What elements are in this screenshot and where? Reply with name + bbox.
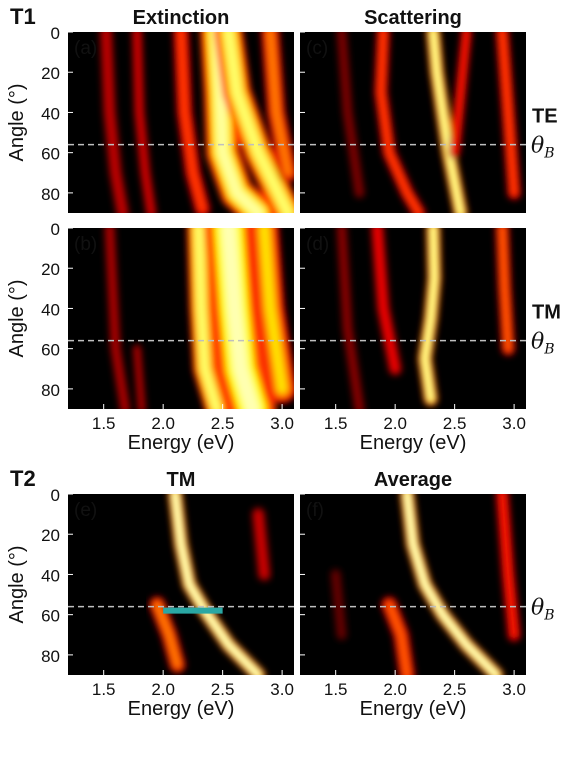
x-tick-label: 3.0 — [502, 414, 526, 433]
resonance-band — [339, 32, 362, 195]
resonance-band — [221, 228, 260, 409]
resonance-band — [107, 228, 127, 409]
panel-tag: (f) — [306, 500, 324, 521]
resonance-band — [378, 32, 422, 213]
x-tick-label: 3.0 — [270, 680, 294, 699]
brewster-label: θB — [531, 330, 555, 358]
y-axis-label: Angle (°) — [6, 83, 28, 161]
resonance-band — [178, 32, 206, 212]
row-label: T2 — [10, 466, 36, 491]
panel-title: Extinction — [133, 7, 230, 29]
x-tick-label: 1.5 — [324, 414, 348, 433]
y-tick-label: 60 — [41, 145, 60, 164]
y-tick-label: 80 — [41, 185, 60, 204]
resonance-band — [499, 494, 517, 638]
x-tick-label: 2.0 — [383, 414, 407, 433]
heatmap-background — [300, 228, 526, 409]
panel-tag: (c) — [306, 38, 328, 59]
resonance-band — [375, 228, 398, 372]
x-tick-label: 3.0 — [502, 680, 526, 699]
resonance-band — [135, 347, 144, 409]
resonance-band — [422, 228, 437, 402]
panel-title: Average — [374, 469, 452, 491]
resonance-band — [224, 32, 293, 213]
panel-tag: (a) — [74, 38, 97, 59]
heatmap-field — [329, 494, 522, 675]
x-tick-label: 1.5 — [324, 680, 348, 699]
y-tick-label: 60 — [41, 341, 60, 360]
heatmap-field — [335, 228, 516, 409]
x-axis-label: Energy (eV) — [360, 432, 467, 454]
y-tick-label: 80 — [41, 647, 60, 666]
resonance-band — [386, 601, 410, 675]
x-tick-label: 3.0 — [270, 414, 294, 433]
resonance-band — [135, 32, 154, 213]
panel-title: TM — [167, 469, 196, 491]
y-tick-label: 0 — [51, 486, 60, 505]
heatmap-field — [103, 228, 294, 409]
panel-title: Scattering — [364, 7, 462, 29]
polarization-label: TE — [532, 106, 558, 128]
resonance-band — [211, 32, 264, 213]
heatmap-field — [335, 32, 522, 213]
x-tick-label: 1.5 — [92, 680, 116, 699]
y-tick-label: 0 — [51, 24, 60, 43]
resonance-band — [499, 228, 511, 351]
y-tick-label: 40 — [41, 300, 60, 319]
resonance-band — [452, 32, 469, 155]
resonance-band — [267, 32, 292, 176]
y-tick-label: 20 — [41, 260, 60, 279]
y-tick-label: 80 — [41, 381, 60, 400]
x-tick-label: 2.5 — [443, 414, 467, 433]
x-axis-label: Energy (eV) — [360, 698, 467, 720]
resonance-band — [430, 32, 463, 213]
y-tick-label: 40 — [41, 566, 60, 585]
resonance-band — [259, 228, 287, 394]
x-axis-label: Energy (eV) — [128, 432, 235, 454]
resonance-band — [154, 601, 181, 668]
y-tick-label: 20 — [41, 64, 60, 83]
polarization-label: TM — [532, 302, 561, 324]
panel-tag: (e) — [74, 500, 97, 521]
x-tick-label: 2.0 — [151, 680, 175, 699]
resonance-band — [256, 511, 267, 577]
resonance-band — [499, 32, 517, 196]
y-tick-label: 0 — [51, 220, 60, 239]
heatmap-field — [98, 32, 294, 213]
heatmap-background — [300, 32, 526, 213]
brewster-label: θB — [531, 596, 555, 624]
x-tick-label: 2.0 — [151, 414, 175, 433]
x-tick-label: 2.5 — [443, 680, 467, 699]
x-tick-label: 2.5 — [211, 680, 235, 699]
resonance-band — [339, 228, 362, 409]
x-tick-label: 2.0 — [383, 680, 407, 699]
resonance-band — [333, 572, 344, 637]
x-tick-label: 2.5 — [211, 414, 235, 433]
resonance-band — [195, 228, 221, 409]
resonance-band — [172, 494, 261, 675]
x-tick-label: 1.5 — [92, 414, 116, 433]
y-axis-label: Angle (°) — [6, 279, 28, 357]
brewster-label: θB — [531, 134, 555, 162]
x-axis-label: Energy (eV) — [128, 698, 235, 720]
y-tick-label: 40 — [41, 104, 60, 123]
y-axis-label: Angle (°) — [6, 545, 28, 623]
panel-tag: (b) — [74, 234, 97, 255]
row-label: T1 — [10, 4, 36, 29]
heatmap-field — [148, 494, 272, 675]
y-tick-label: 60 — [41, 607, 60, 626]
resonance-band — [404, 494, 499, 675]
resonance-band — [103, 32, 125, 213]
y-tick-label: 20 — [41, 526, 60, 545]
panel-tag: (d) — [306, 234, 329, 255]
